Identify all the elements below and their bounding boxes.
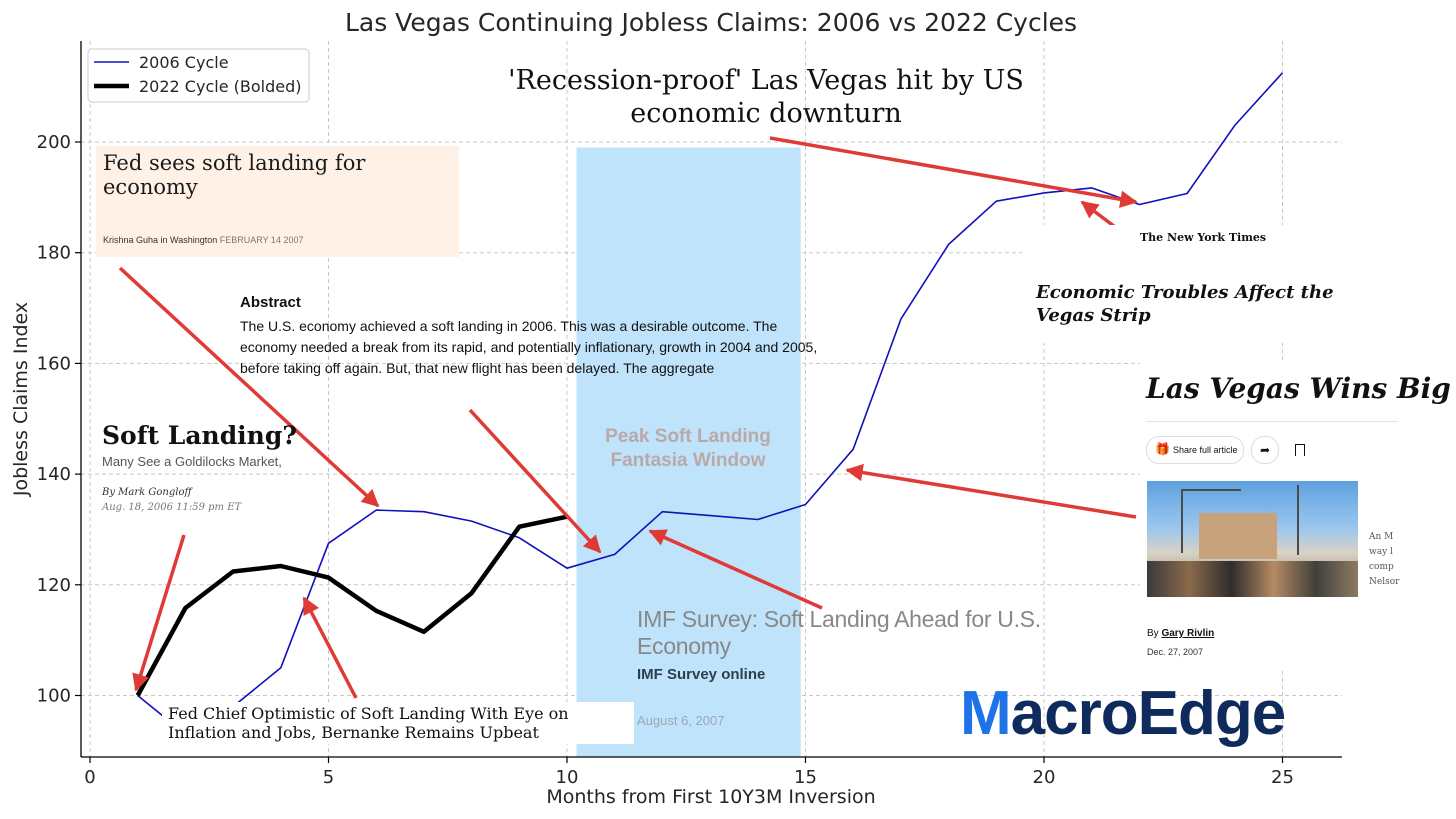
y-tick-label: 140 [37,464,71,485]
imf-clipping: IMF Survey: Soft Landing Ahead for U.S. … [637,606,1107,728]
series-layer [135,72,1284,736]
y-axis-label: Jobless Claims Index [10,302,32,497]
share-arrow-icon: ➦ [1259,443,1271,457]
ft-date: FEBRUARY 14 2007 [219,235,304,245]
vegas-byline-prefix: By [1147,628,1159,639]
ft-byline: Krishna Guha in Washington [103,235,218,245]
share-button-label: Share full article [1173,445,1238,455]
x-tick-label: 15 [794,767,817,788]
vegas-divider [1146,421,1398,422]
bernanke-headline: Fed Chief Optimistic of Soft Landing Wit… [168,704,569,742]
imf-headline: IMF Survey: Soft Landing Ahead for U.S. … [637,606,1041,659]
photo-building [1199,513,1277,559]
x-tick-label: 5 [323,767,334,788]
recession-clipping: 'Recession-proof' Las Vegas hit by US ec… [460,64,1072,130]
window-label: Peak Soft Landing Fantasia Window [605,426,771,471]
series-line-2006 [137,72,1284,736]
imf-source: IMF Survey online [637,666,766,683]
y-tick-label: 100 [37,686,71,707]
photo-caption: An M way l comp Nelsor [1369,532,1400,587]
y-tick-label: 180 [37,243,71,264]
vegas-author-link[interactable]: Gary Rivlin [1161,628,1215,639]
arrow-bernanke-to-rise [302,596,358,699]
photo-crane-2 [1297,485,1299,555]
nyt-clipping: The New York Times Economic Troubles Aff… [1022,225,1342,343]
recession-headline: 'Recession-proof' Las Vegas hit by US ec… [508,65,1024,129]
gift-icon: 🎁 [1155,442,1170,456]
x-tick-label: 10 [556,767,579,788]
abstract-clipping: Abstract The U.S. economy achieved a sof… [240,294,830,379]
vegas-photo [1147,481,1358,597]
wsj-headline: Soft Landing? [102,421,297,450]
macroedge-logo: MacroEdge [960,678,1287,758]
share-button[interactable]: 🎁 Share full article [1146,436,1244,464]
bookmark-icon [1295,443,1305,456]
photo-crane [1181,489,1183,553]
wsj-subhead: Many See a Goldilocks Market, [102,454,282,469]
shaded-window [576,147,801,757]
tick-layer: 0 5 10 15 20 25 100 120 140 160 180 200 [37,132,1294,788]
logo-accent: M [960,679,1012,748]
chart-title: Las Vegas Continuing Jobless Claims: 200… [345,8,1077,37]
logo-rest: acroEdge [1010,679,1287,748]
vegas-byline-row: By Gary Rivlin [1147,628,1214,639]
ft-headline: Fed sees soft landing for economy [103,151,366,199]
vegas-clipping: Las Vegas Wins Big 🎁 Share full article … [1140,360,1451,668]
annotation-arrows [118,136,1182,699]
legend-label-2006: 2006 Cycle [139,53,229,72]
ft-byline-row: Krishna Guha in Washington FEBRUARY 14 2… [103,235,303,245]
ft-clipping: Fed sees soft landing for economy Krishn… [96,146,459,257]
abstract-heading: Abstract [240,294,301,311]
abstract-body: The U.S. economy achieved a soft landing… [240,318,818,376]
nyt-masthead: The New York Times [1140,231,1267,244]
nyt-headline: Economic Troubles Affect the Vegas Strip [1036,282,1334,326]
legend: 2006 Cycle 2022 Cycle (Bolded) [87,48,310,103]
arrow-ft-to-peak [118,266,380,508]
photo-crowd [1147,561,1358,597]
arrow-recession-to-peak [769,136,1138,208]
y-tick-label: 160 [37,353,71,374]
wsj-byline: By Mark Gongloff [102,487,192,498]
x-tick-label: 20 [1033,767,1056,788]
bernanke-clipping: Fed Chief Optimistic of Soft Landing Wit… [162,702,634,744]
x-tick-label: 25 [1271,767,1294,788]
arrow-vegas-to-rise [845,463,1137,519]
legend-label-2022: 2022 Cycle (Bolded) [139,77,301,96]
x-axis-label: Months from First 10Y3M Inversion [546,786,875,808]
y-tick-label: 120 [37,575,71,596]
legend-box [87,48,310,103]
arrow-abstract-to-trough [468,408,602,554]
wsj-clipping: Soft Landing? Many See a Goldilocks Mark… [102,421,402,513]
photo-crane-boom [1181,489,1241,491]
series-line-2022 [135,514,568,697]
bookmark-button[interactable] [1287,436,1313,462]
vegas-date: Dec. 27, 2007 [1147,647,1204,657]
imf-date: August 6, 2007 [637,713,725,728]
arrow-wsj-to-start [132,534,186,692]
vegas-headline: Las Vegas Wins Big [1146,372,1451,405]
y-tick-label: 200 [37,132,71,153]
axes [80,41,1342,758]
wsj-date: Aug. 18, 2006 11:59 pm ET [102,502,242,513]
arrow-imf-to-window [648,529,823,610]
x-tick-label: 0 [84,767,95,788]
share-icon-button[interactable]: ➦ [1251,436,1279,464]
